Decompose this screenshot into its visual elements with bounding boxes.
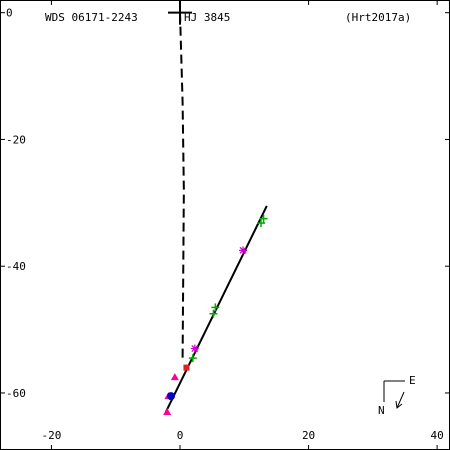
discoverer-label: HJ 3845 xyxy=(184,11,230,24)
observation-marks xyxy=(163,214,268,415)
mark-plus-0-2 xyxy=(211,303,220,312)
x-tick-label-1: 0 xyxy=(177,429,184,442)
mark-asterisk-1-0-ray-3 xyxy=(239,246,247,254)
reference-label: (Hrt2017a) xyxy=(345,11,411,24)
mark-triangle-2-0-shape xyxy=(170,373,179,381)
orientation-east-label: E xyxy=(409,374,416,387)
mark-circle-4-0-shape xyxy=(167,392,175,401)
y-tick-label-1: -20 xyxy=(6,133,26,146)
orbit-lines xyxy=(164,0,268,413)
y-tick-label-0: 0 xyxy=(6,7,13,20)
x-tick-label-2: 20 xyxy=(302,429,315,442)
orbit-line xyxy=(164,205,268,413)
motion-arrow-head xyxy=(395,400,403,409)
mark-asterisk-1-1-ray-3 xyxy=(191,345,199,353)
motion-arrow-shaft xyxy=(396,391,405,409)
mark-square-3-0 xyxy=(183,364,190,371)
y-tick-label-2: -40 xyxy=(6,260,26,273)
mark-triangle-2-2 xyxy=(163,407,172,415)
mark-asterisk-1-0 xyxy=(239,246,247,255)
mark-square-3-0-shape xyxy=(183,364,190,371)
mark-triangle-2-2-shape xyxy=(163,407,172,415)
mark-circle-4-0 xyxy=(167,392,175,401)
mark-plus-0-0 xyxy=(259,214,268,223)
mark-triangle-2-0 xyxy=(170,373,179,381)
mark-plus-0-3 xyxy=(209,309,218,318)
orientation-indicator: E N xyxy=(378,374,416,417)
x-tick-label-3: 40 xyxy=(431,429,444,442)
wds-id-label: WDS 06171-2243 xyxy=(45,11,138,24)
dashed-periastron-line xyxy=(179,12,185,362)
orientation-north-label: N xyxy=(378,404,385,417)
mark-asterisk-1-1 xyxy=(190,344,199,353)
mark-plus-0-1 xyxy=(257,219,265,228)
y-tick-label-3: -60 xyxy=(6,387,26,400)
x-tick-label-0: -20 xyxy=(41,429,61,442)
mark-plus-0-4 xyxy=(188,354,197,363)
